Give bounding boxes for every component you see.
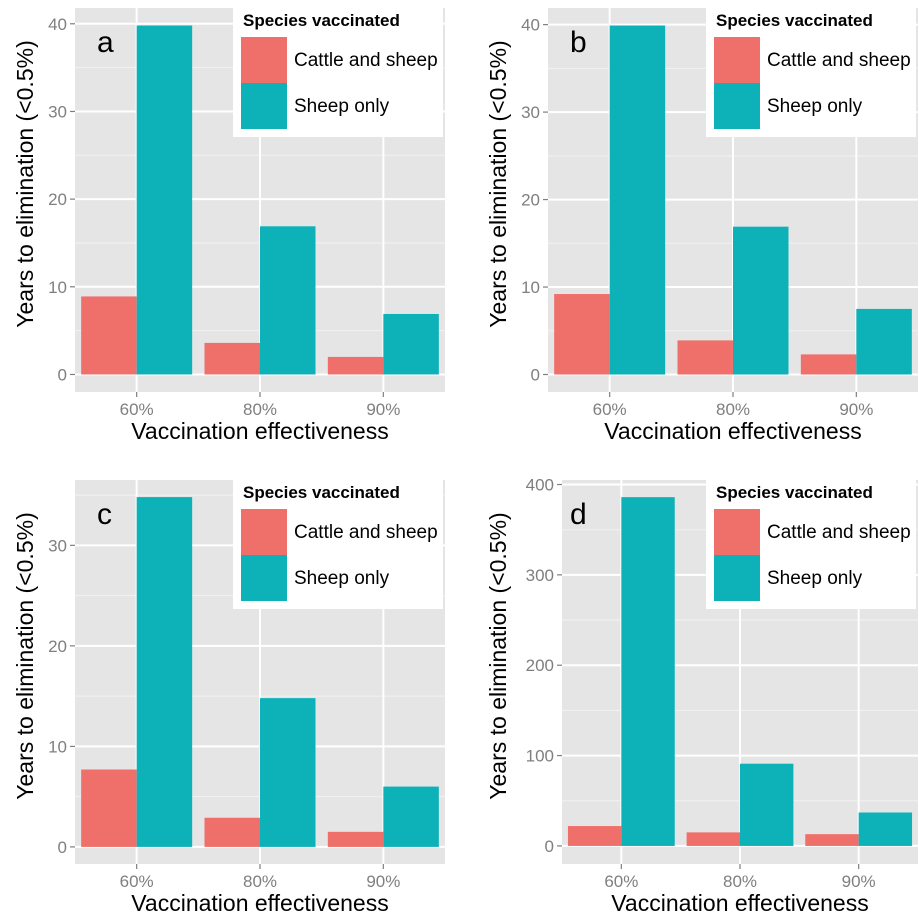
y-tick-label: 0 <box>545 837 554 856</box>
bar-cattle-and-sheep-2 <box>800 354 857 375</box>
y-tick-label: 400 <box>526 476 554 495</box>
y-tick-label: 20 <box>48 637 67 656</box>
bar-cattle-and-sheep-2 <box>327 356 384 375</box>
bar-sheep-only-0 <box>136 497 193 847</box>
bar-sheep-only-0 <box>621 497 675 846</box>
x-axis-title: Vaccination effectiveness <box>131 890 388 912</box>
legend-key-cattle-and-sheep <box>241 509 287 555</box>
x-tick-label: 80% <box>243 872 277 891</box>
legend-label: Sheep only <box>767 96 863 117</box>
legend-label: Cattle and sheep <box>294 50 438 71</box>
chart-panel-c: 0 10 20 30 60% 80% 90%Vaccination effectivenes… <box>12 474 445 912</box>
y-tick-label: 30 <box>521 103 540 122</box>
y-tick-label: 20 <box>521 191 540 210</box>
legend: Species vaccinated Cattle and sheep Sheep … <box>706 474 916 609</box>
bar-sheep-only-2 <box>383 786 439 847</box>
legend-key-sheep-only <box>714 555 760 601</box>
legend-label: Cattle and sheep <box>767 50 911 71</box>
legend-key-cattle-and-sheep <box>241 37 287 83</box>
legend-title: Species vaccinated <box>243 483 400 502</box>
bar-cattle-and-sheep-1 <box>677 340 733 375</box>
x-tick-label: 90% <box>366 872 400 891</box>
y-axis-title: Years to elimination (<0.5%) <box>12 512 38 799</box>
bar-sheep-only-2 <box>858 812 913 846</box>
legend-title: Species vaccinated <box>243 11 400 30</box>
chart-panel-d: 0 100 200 300 400 60% 80% 90%Vaccination effect… <box>485 474 918 912</box>
bar-sheep-only-2 <box>856 308 912 375</box>
bar-cattle-and-sheep-0 <box>567 826 622 846</box>
legend: Species vaccinated Cattle and sheep Sheep … <box>233 474 443 609</box>
y-tick-label: 10 <box>48 737 67 756</box>
x-axis-title: Vaccination effectiveness <box>131 418 388 444</box>
bar-cattle-and-sheep-1 <box>686 832 740 846</box>
legend-key-cattle-and-sheep <box>714 37 760 83</box>
legend-label: Sheep only <box>767 568 863 589</box>
y-tick-label: 10 <box>48 278 67 297</box>
x-tick-label: 80% <box>716 400 750 419</box>
x-tick-label: 80% <box>243 400 277 419</box>
bar-sheep-only-1 <box>260 698 316 847</box>
x-axis-title: Vaccination effectiveness <box>604 418 861 444</box>
x-tick-label: 90% <box>839 400 873 419</box>
y-tick-label: 0 <box>58 365 67 384</box>
y-tick-label: 200 <box>526 656 554 675</box>
bar-cattle-and-sheep-1 <box>204 342 260 375</box>
y-axis-title: Years to elimination (<0.5%) <box>12 40 38 327</box>
bar-cattle-and-sheep-1 <box>204 817 260 847</box>
y-axis-title: Years to elimination (<0.5%) <box>485 40 511 327</box>
panel-letter: d <box>570 498 587 531</box>
y-tick-label: 20 <box>48 190 67 209</box>
bar-cattle-and-sheep-0 <box>81 769 137 847</box>
bar-sheep-only-0 <box>609 25 666 375</box>
chart-panel-a: 0 10 20 30 40 60% 80% 90%Vaccination effectiven… <box>12 2 445 444</box>
legend-key-sheep-only <box>714 83 760 129</box>
bar-sheep-only-1 <box>740 763 794 846</box>
bar-sheep-only-1 <box>260 226 316 375</box>
y-tick-label: 0 <box>531 366 540 385</box>
x-tick-label: 90% <box>366 400 400 419</box>
panel-letter: a <box>97 26 114 59</box>
y-axis-title: Years to elimination (<0.5%) <box>485 512 511 799</box>
legend-label: Sheep only <box>294 96 390 117</box>
bar-cattle-and-sheep-2 <box>805 834 859 846</box>
bar-cattle-and-sheep-0 <box>554 294 610 375</box>
bar-cattle-and-sheep-0 <box>81 296 137 375</box>
x-tick-label: 60% <box>593 400 627 419</box>
y-tick-label: 30 <box>48 102 67 121</box>
y-tick-label: 100 <box>526 747 554 766</box>
y-tick-label: 40 <box>521 16 540 35</box>
bar-sheep-only-0 <box>136 25 193 375</box>
legend-key-sheep-only <box>241 83 287 129</box>
y-tick-label: 10 <box>521 278 540 297</box>
y-tick-label: 40 <box>48 15 67 34</box>
legend-label: Sheep only <box>294 568 390 589</box>
panel-letter: c <box>97 498 112 531</box>
legend-key-sheep-only <box>241 555 287 601</box>
legend-label: Cattle and sheep <box>294 522 438 543</box>
legend: Species vaccinated Cattle and sheep Sheep … <box>706 2 916 137</box>
x-tick-label: 90% <box>842 872 876 891</box>
chart-panel-b: 0 10 20 30 40 60% 80% 90%Vaccination effectiven… <box>485 2 918 444</box>
legend-title: Species vaccinated <box>716 483 873 502</box>
legend-key-cattle-and-sheep <box>714 509 760 555</box>
legend: Species vaccinated Cattle and sheep Sheep … <box>233 2 443 137</box>
x-tick-label: 60% <box>604 872 638 891</box>
x-axis-title: Vaccination effectiveness <box>611 890 868 912</box>
legend-title: Species vaccinated <box>716 11 873 30</box>
x-tick-label: 80% <box>723 872 757 891</box>
x-tick-label: 60% <box>120 400 154 419</box>
bar-sheep-only-2 <box>383 313 439 375</box>
y-tick-label: 300 <box>526 566 554 585</box>
x-tick-label: 60% <box>120 872 154 891</box>
legend-label: Cattle and sheep <box>767 522 911 543</box>
bar-sheep-only-1 <box>733 226 789 375</box>
bar-cattle-and-sheep-2 <box>327 831 384 847</box>
panel-letter: b <box>570 26 587 59</box>
y-tick-label: 30 <box>48 536 67 555</box>
y-tick-label: 0 <box>58 838 67 857</box>
